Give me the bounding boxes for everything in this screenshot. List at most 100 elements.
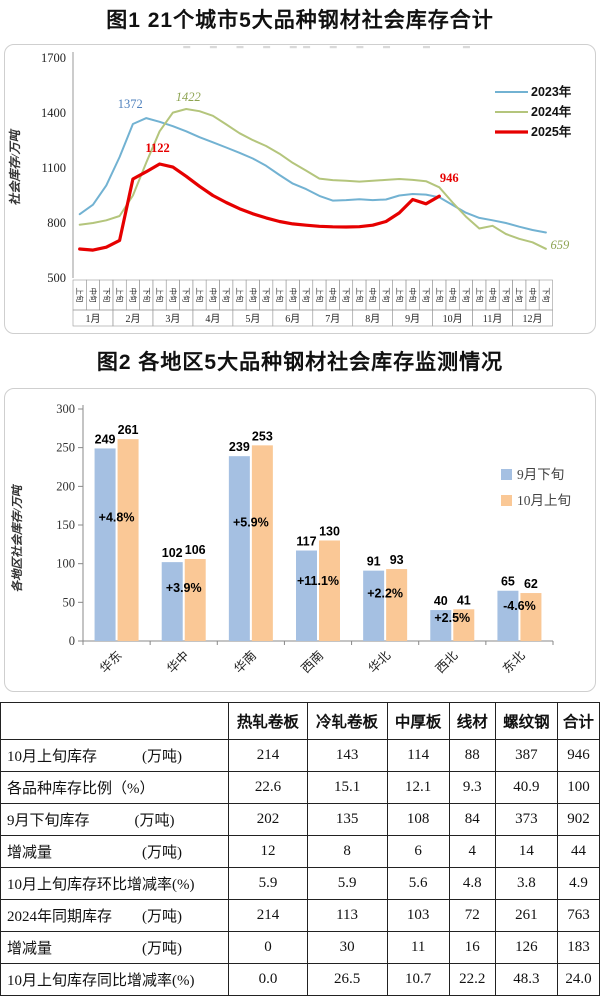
series-line-2025年: [78, 162, 441, 252]
bar-西北-10月上旬: [453, 609, 475, 641]
x-period-label: 上旬: [155, 288, 165, 303]
x-period-label: 下旬: [501, 287, 511, 302]
y-tick-label: 500: [47, 271, 66, 285]
x-period-label: 上旬: [235, 288, 245, 303]
x-period-label: 上旬: [435, 288, 445, 303]
x-month-label: 11月: [483, 313, 503, 325]
table-cell: 113: [306, 899, 388, 932]
table-cell: 40.9: [494, 771, 558, 804]
table-cell: 214: [228, 739, 308, 772]
x-category-label-西北: 西北: [433, 648, 461, 676]
y-tick-label: 150: [56, 518, 75, 532]
y-tick-label: 100: [56, 557, 75, 571]
x-period-label: 中旬: [368, 288, 378, 303]
pct-change-label: -4.6%: [503, 599, 536, 613]
row-label: 增减量 (万吨): [0, 931, 230, 964]
table-header-线材: 线材: [448, 702, 496, 740]
y-axis-title: 社会库存/万吨: [8, 128, 22, 205]
row-label: 10月上旬库存同比增减率(%): [0, 963, 230, 996]
x-period-label: 下旬: [382, 288, 392, 303]
x-period-label: 上旬: [275, 288, 285, 303]
table-cell: 5.9: [306, 867, 388, 900]
row-label: 增减量 (万吨): [0, 835, 230, 868]
table-cell: 11: [386, 931, 450, 964]
x-period-label: 中旬: [168, 288, 178, 303]
table-cell: 126: [494, 931, 558, 964]
x-month-cell: [512, 309, 553, 327]
x-period-label: 上旬: [315, 288, 325, 303]
table-cell: 10.7: [386, 963, 450, 996]
bar-西南-9月下旬: [296, 550, 317, 641]
table-header-冷轧卷板: 冷轧卷板: [306, 702, 388, 740]
table-cell: 5.9: [228, 867, 308, 900]
x-period-label: 中旬: [488, 288, 498, 303]
table-cell: 15.1: [306, 771, 388, 804]
legend-swatch-9月下旬: [501, 469, 512, 480]
clipped-text-artifact: [236, 46, 244, 49]
bar-华南-10月上旬: [251, 445, 273, 641]
bar-value-label: 65: [501, 575, 515, 589]
table-cell: 3.8: [494, 867, 558, 900]
table-cell: 100: [556, 771, 600, 804]
table-cell: 26.5: [306, 963, 388, 996]
x-period-label: 上旬: [195, 288, 205, 303]
bar-value-label: 93: [390, 553, 404, 567]
bar-东北-9月下旬: [497, 590, 519, 641]
clipped-text-artifact: [329, 46, 337, 49]
x-period-label: 下旬: [182, 288, 192, 303]
x-period-label: 中旬: [288, 288, 298, 303]
table-header-热轧卷板: 热轧卷板: [228, 702, 308, 740]
bar-value-label: 41: [457, 593, 471, 607]
pct-change-label: +2.2%: [367, 586, 403, 600]
x-period-label: 上旬: [475, 288, 485, 303]
figure2-bar-chart-panel: 0 50 100 150 200 250 300 各地区社会库存/万吨 249 261 +4.8% 华…: [4, 388, 596, 692]
table-row: 10月上旬库存环比增减率(%) 5.9 5.9 5.6 4.8 3.8 4.9: [0, 867, 600, 900]
table-row: 10月上旬库存同比增减率(%) 0.0 26.5 10.7 22.2 48.3 24.0: [0, 963, 600, 996]
x-period-label: 中旬: [328, 288, 338, 303]
y-tick-label: 250: [56, 441, 75, 455]
table-cell: 114: [386, 739, 450, 772]
x-period-label: 下旬: [262, 288, 272, 303]
x-period-label: 中旬: [88, 288, 98, 303]
table-row: 9月下旬库存 (万吨) 202 135 108 84 373 902: [0, 803, 600, 836]
table-cell: 24.0: [556, 963, 600, 996]
data-label-946: 946: [440, 171, 459, 185]
figure1-title: 图1 21个城市5大品种钢材社会库存合计: [106, 9, 494, 32]
table-cell: 72: [448, 899, 496, 932]
figure1-line-chart-panel: 1700 1400 1100 800 500 社会库存/万吨 1372 1422 1122 946…: [4, 44, 596, 334]
bar-value-label: 239: [229, 440, 250, 454]
table-cell: 108: [386, 803, 450, 836]
pct-change-label: +4.8%: [99, 511, 135, 525]
bar-东北-10月上旬: [520, 593, 542, 641]
x-period-label: 上旬: [515, 288, 525, 303]
legend-swatch-10月上旬: [501, 495, 512, 506]
table-cell: 202: [228, 803, 308, 836]
table-cell: 902: [556, 803, 600, 836]
pct-change-label: +11.1%: [297, 574, 339, 588]
bar-华南-9月下旬: [228, 456, 250, 641]
table-cell: 22.6: [228, 771, 308, 804]
y-tick-label: 50: [63, 595, 76, 609]
table-cell: 135: [306, 803, 388, 836]
bar-华中-10月上旬: [184, 559, 206, 641]
x-month-label: 4月: [205, 313, 220, 325]
clipped-text-artifact: [183, 46, 191, 49]
table-header-螺纹钢: 螺纹钢: [494, 702, 558, 740]
x-period-label: 下旬: [102, 288, 112, 303]
table-cell: 0.0: [228, 963, 308, 996]
x-period-label: 上旬: [355, 288, 365, 303]
table-cell: 763: [556, 899, 600, 932]
bar-value-label: 253: [252, 429, 273, 443]
table-header-row: 热轧卷板 冷轧卷板 中厚板 线材 螺纹钢 合计: [0, 702, 600, 740]
bar-value-label: 102: [162, 546, 183, 560]
x-category-label-华北: 华北: [365, 647, 394, 676]
table-cell: 214: [228, 899, 308, 932]
bar-华北-10月上旬: [386, 569, 408, 641]
table-cell: 22.2: [448, 963, 496, 996]
bar-value-label: 261: [118, 423, 139, 437]
x-month-label: 1月: [85, 313, 100, 325]
x-period-label: 上旬: [115, 288, 125, 303]
x-month-label: 5月: [245, 313, 260, 325]
table-cell: 16: [448, 931, 496, 964]
bar-value-label: 117: [296, 535, 316, 549]
